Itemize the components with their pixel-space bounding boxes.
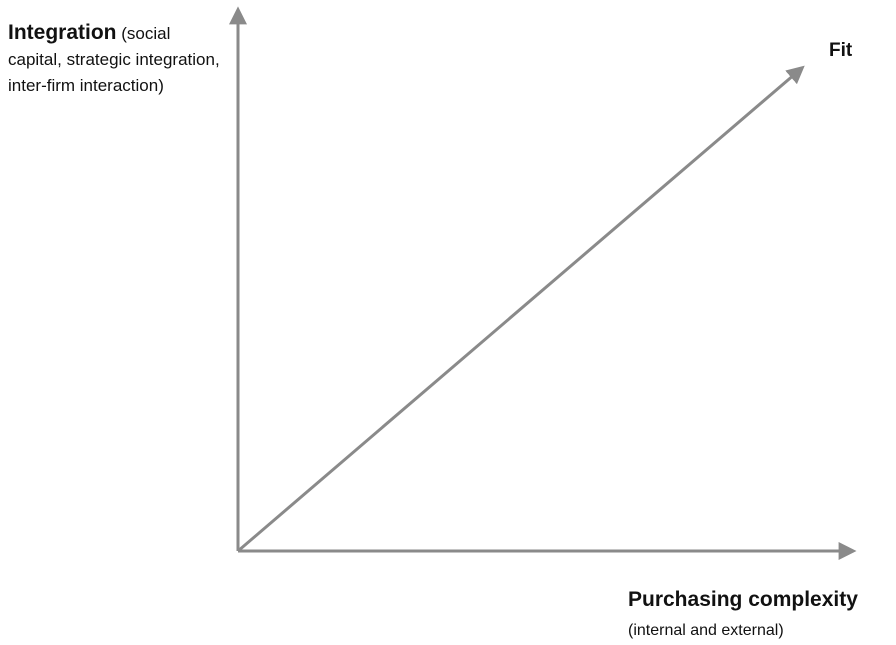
y-axis-title: Integration xyxy=(8,21,117,44)
y-axis-label: Integration (social capital, strategic i… xyxy=(8,20,223,99)
fit-label: Fit xyxy=(829,40,853,61)
x-axis-title: Purchasing complexity xyxy=(628,588,858,611)
fit-arrow xyxy=(237,65,805,553)
y-axis-note: (social capital, strategic integration, … xyxy=(8,24,220,95)
x-axis-note: (internal and external) xyxy=(628,622,784,639)
